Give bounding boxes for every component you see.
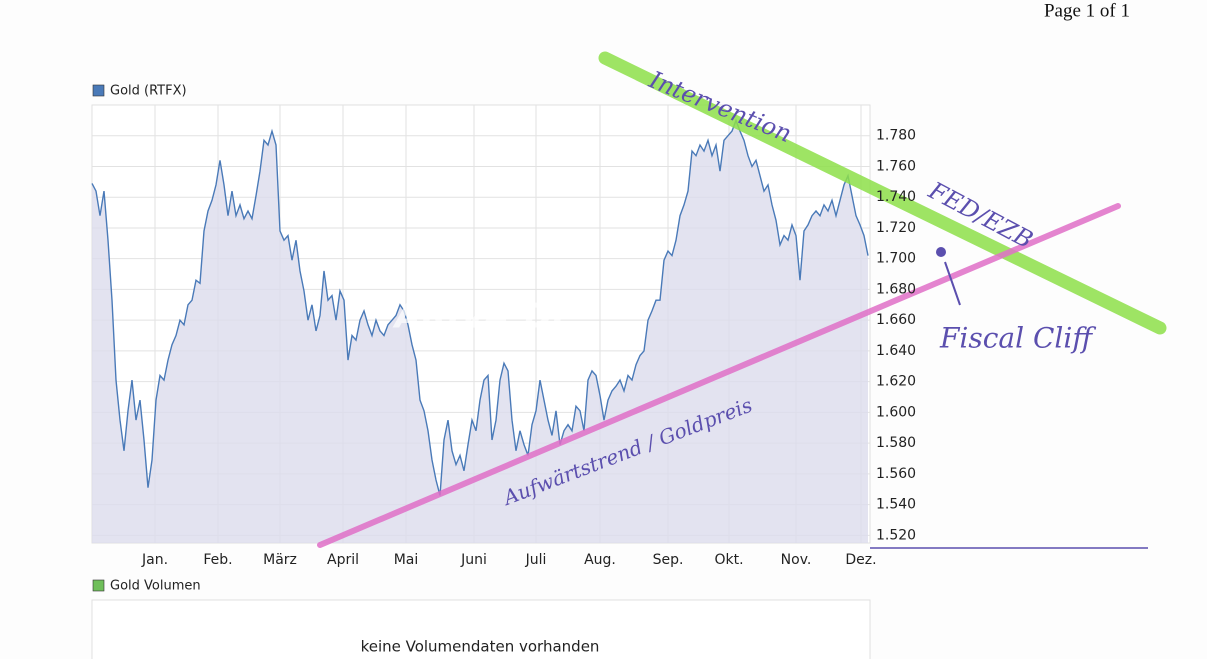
x-tick-label: Juli bbox=[525, 552, 547, 568]
y-tick-label: 1.520 bbox=[876, 527, 916, 543]
x-tick-label: März bbox=[263, 552, 297, 568]
x-tick-label: Aug. bbox=[584, 552, 616, 568]
y-tick-label: 1.700 bbox=[876, 251, 916, 267]
y-tick-label: 1.780 bbox=[876, 128, 916, 144]
volume-legend-swatch bbox=[92, 579, 105, 592]
page-header: Page 1 of 1 bbox=[1044, 0, 1130, 21]
watermark: ARIVA.DE bbox=[392, 297, 575, 337]
x-tick-label: Juni bbox=[460, 552, 487, 568]
y-tick-label: 1.600 bbox=[876, 404, 916, 420]
y-tick-label: 1.580 bbox=[876, 435, 916, 451]
x-tick-label: Mai bbox=[394, 552, 419, 568]
hand-pointer bbox=[944, 261, 961, 306]
y-tick-label: 1.560 bbox=[876, 466, 916, 482]
y-tick-label: 1.540 bbox=[876, 497, 916, 513]
x-tick-label: Sep. bbox=[653, 552, 684, 568]
legend-label: Gold (RTFX) bbox=[110, 84, 187, 99]
y-tick-label: 1.680 bbox=[876, 281, 916, 297]
y-tick-label: 1.760 bbox=[876, 158, 916, 174]
volume-legend-label: Gold Volumen bbox=[110, 579, 201, 594]
volume-message: keine Volumendaten vorhanden bbox=[361, 638, 600, 656]
y-tick-label: 1.640 bbox=[876, 343, 916, 359]
x-tick-label: Okt. bbox=[714, 552, 743, 568]
hand-dot bbox=[936, 247, 946, 257]
x-tick-label: Nov. bbox=[781, 552, 812, 568]
x-tick-label: Jan. bbox=[141, 552, 168, 568]
y-tick-label: 1.660 bbox=[876, 312, 916, 328]
support-line bbox=[317, 203, 1121, 548]
resistance-line bbox=[598, 51, 1167, 335]
x-tick-label: Feb. bbox=[203, 552, 232, 568]
y-tick-label: 1.720 bbox=[876, 220, 916, 236]
area-fill bbox=[92, 120, 868, 544]
volume-panel bbox=[91, 599, 871, 659]
x-tick-label: April bbox=[327, 552, 359, 568]
y-tick-label: 1.740 bbox=[876, 189, 916, 205]
annotation: Fiscal Cliff bbox=[939, 322, 1096, 355]
x-tick-label: Dez. bbox=[845, 552, 876, 568]
y-tick-label: 1.620 bbox=[876, 374, 916, 390]
legend-swatch bbox=[92, 84, 105, 97]
